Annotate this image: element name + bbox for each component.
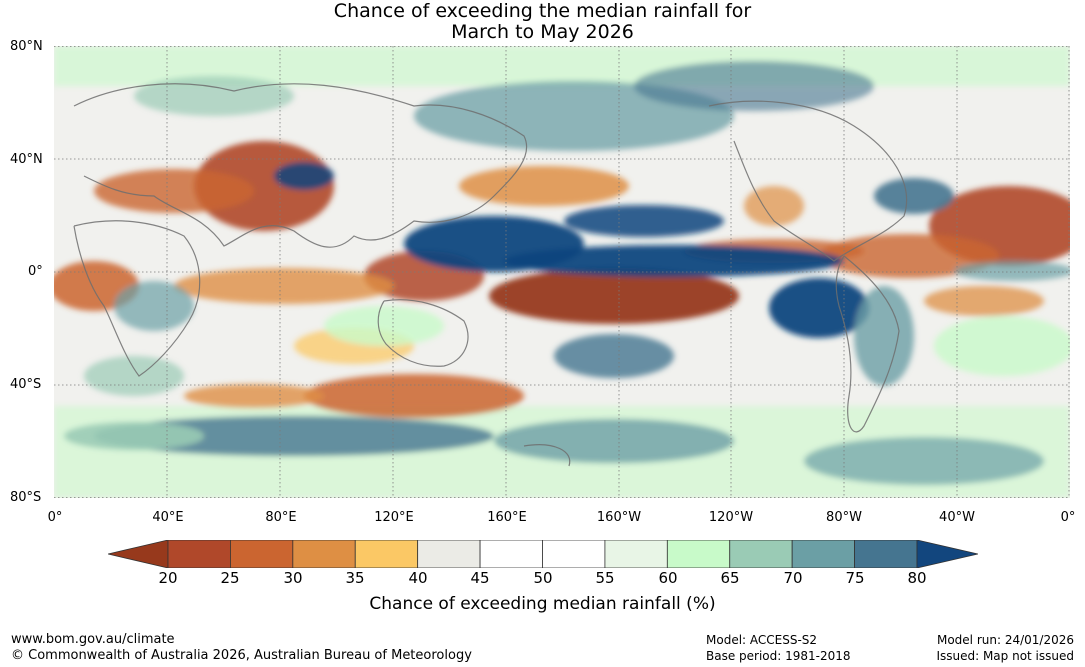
colorbar-tick-65: 65 <box>720 569 740 587</box>
colorbar-cell <box>791 540 855 568</box>
map-title-line-1: Chance of exceeding the median rainfall … <box>333 0 752 22</box>
footer-base-period: Base period: 1981-2018 <box>706 649 851 663</box>
colorbar-cell <box>604 540 668 568</box>
colorbar-cells <box>167 540 918 568</box>
colorbar-cell <box>479 540 543 568</box>
lon-label-120w: 120°W <box>708 510 754 525</box>
colorbar-above-arrow <box>916 540 978 568</box>
colorbar-title: Chance of exceeding median rainfall (%) <box>369 594 716 614</box>
lon-label-40e: 40°E <box>152 510 184 525</box>
lat-label-40n: 40°N <box>10 152 43 167</box>
rainfall-anomaly-fields <box>54 46 1070 498</box>
colorbar-cell <box>230 540 294 568</box>
lat-label-0: 0° <box>28 264 43 279</box>
colorbar-tick-75: 75 <box>845 569 865 587</box>
footer-copyright: © Commonwealth of Australia 2026, Austra… <box>11 648 472 663</box>
lon-label-0-left: 0° <box>47 510 63 525</box>
lon-label-0-right: 0° <box>1060 510 1076 525</box>
map-canvas <box>54 46 1070 498</box>
colorbar-below-arrow <box>108 540 169 568</box>
colorbar <box>108 540 978 568</box>
colorbar-cell <box>167 540 231 568</box>
colorbar-cell <box>354 540 419 568</box>
coastlines <box>73 83 908 467</box>
colorbar-tick-25: 25 <box>220 569 240 587</box>
colorbar-cell <box>417 540 481 568</box>
map-title-line-2: March to May 2026 <box>451 21 634 43</box>
lon-label-40w: 40°W <box>939 510 975 525</box>
lon-label-80w: 80°W <box>826 510 862 525</box>
colorbar-tick-50: 50 <box>533 569 553 587</box>
lat-label-40s: 40°S <box>10 377 42 392</box>
colorbar-tick-60: 60 <box>658 569 678 587</box>
colorbar-tick-30: 30 <box>283 569 303 587</box>
colorbar-cell <box>542 540 606 568</box>
lon-label-120e: 120°E <box>374 510 414 525</box>
lon-label-80e: 80°E <box>265 510 297 525</box>
colorbar-cell <box>666 540 731 568</box>
colorbar-tick-55: 55 <box>595 569 615 587</box>
colorbar-tick-45: 45 <box>470 569 490 587</box>
footer-model-run: Model run: 24/01/2026 <box>936 633 1074 647</box>
rainfall-probability-map <box>54 46 1070 498</box>
footer-model: Model: ACCESS-S2 <box>706 633 818 647</box>
footer-website[interactable]: www.bom.gov.au/climate <box>11 632 175 647</box>
lon-label-160e: 160°E <box>487 510 527 525</box>
lon-label-160w: 160°W <box>596 510 642 525</box>
colorbar-cell <box>729 540 793 568</box>
colorbar-tick-35: 35 <box>345 569 365 587</box>
graticule <box>54 46 1070 498</box>
colorbar-tick-70: 70 <box>783 569 803 587</box>
lat-label-80s: 80°S <box>10 490 42 505</box>
footer-issued: Issued: Map not issued <box>936 649 1074 663</box>
colorbar-cell <box>854 540 918 568</box>
colorbar-tick-20: 20 <box>158 569 178 587</box>
colorbar-tick-40: 40 <box>408 569 428 587</box>
colorbar-tick-80: 80 <box>907 569 927 587</box>
colorbar-cell <box>292 540 356 568</box>
lat-label-80n: 80°N <box>10 39 43 54</box>
